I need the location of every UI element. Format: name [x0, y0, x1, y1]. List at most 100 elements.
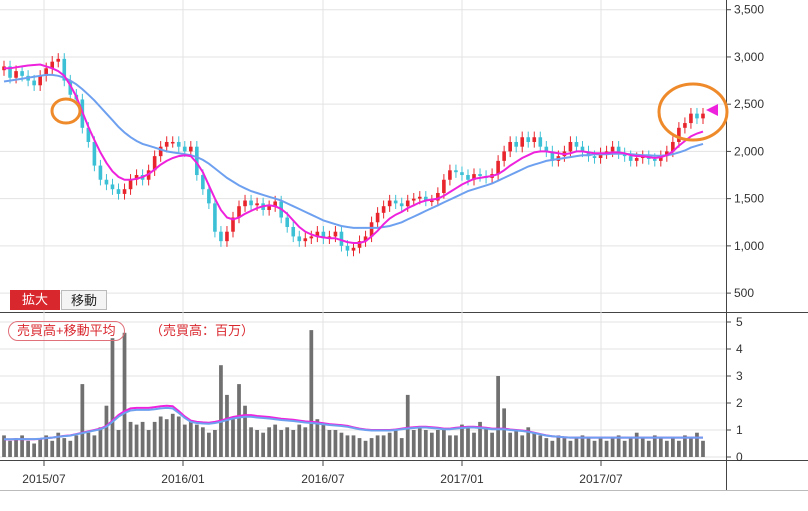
volume-bar — [405, 394, 410, 457]
candle-body — [466, 175, 470, 180]
volume-bar — [44, 435, 49, 457]
candle-body — [357, 241, 362, 248]
volume-bar — [20, 435, 24, 457]
volume-bar — [387, 432, 392, 457]
date-tick-label: 2016/01 — [161, 472, 205, 486]
candle-body — [56, 58, 61, 62]
zoom-button[interactable]: 拡大 — [10, 290, 60, 310]
price-moving-averages — [3, 63, 704, 244]
volume-bar — [442, 430, 446, 457]
volume-bar — [514, 430, 519, 457]
volume-ma-line — [4, 404, 703, 441]
candle-body — [436, 192, 440, 201]
volume-bar — [261, 432, 265, 457]
candle-body — [345, 245, 350, 251]
candle-body — [405, 200, 410, 207]
volume-tick-label: 4 — [736, 342, 743, 356]
volume-bar — [50, 440, 55, 457]
candle-body — [442, 179, 446, 193]
candle-body — [267, 206, 271, 210]
volume-bar — [158, 416, 163, 457]
volume-bar — [544, 438, 549, 457]
candle-body — [176, 141, 181, 147]
volume-bar — [291, 430, 296, 457]
volume-bar — [592, 440, 597, 457]
volume-bar — [26, 440, 30, 457]
highlight-circle-right — [657, 82, 729, 142]
volume-bar — [411, 430, 416, 457]
candle-body — [574, 141, 579, 147]
volume-bar — [375, 435, 380, 457]
volume-bar — [568, 440, 573, 457]
candle-body — [68, 80, 73, 95]
move-button[interactable]: 移動 — [61, 290, 107, 310]
volume-bar — [134, 424, 139, 457]
volume-bar — [689, 438, 693, 457]
volume-bar — [508, 432, 513, 457]
ma-long-line — [3, 73, 704, 229]
candle-body — [315, 231, 320, 237]
candle-body — [122, 189, 127, 194]
candle-body — [580, 146, 585, 152]
volume-bar — [225, 394, 229, 457]
candle-body — [496, 160, 500, 175]
volume-bar — [628, 438, 633, 457]
volume-bar — [502, 408, 507, 457]
volume-bar — [267, 427, 272, 457]
volume-bar — [164, 419, 169, 457]
volume-bar — [381, 435, 386, 457]
volume-bar — [170, 413, 175, 457]
candle-body — [544, 146, 549, 152]
volume-bar — [490, 432, 494, 457]
price-tick-label: 3,500 — [734, 3, 764, 17]
candle-body — [526, 137, 531, 142]
volume-bar — [683, 435, 687, 457]
candle-body — [255, 203, 259, 206]
volume-bar — [200, 427, 205, 457]
volume-bar — [610, 438, 615, 457]
candle-body — [243, 200, 247, 207]
price-tick-label: 2,000 — [734, 144, 764, 158]
candle-body — [152, 156, 157, 171]
volume-bar — [695, 432, 699, 457]
candle-body — [249, 200, 253, 206]
price-tick-label: 500 — [734, 286, 754, 300]
volume-bar — [182, 424, 187, 457]
volume-tick-label: 0 — [736, 450, 743, 464]
volume-bar — [357, 438, 362, 457]
volume-bar — [556, 435, 561, 457]
volume-bar — [122, 332, 127, 457]
candle-body — [424, 196, 428, 201]
volume-bar — [249, 427, 253, 457]
candle-body — [164, 141, 169, 147]
candle-body — [201, 175, 205, 190]
candle-body — [520, 137, 525, 147]
volume-bar — [634, 432, 639, 457]
candle-body — [369, 222, 374, 237]
price-tick-label: 1,500 — [734, 192, 764, 206]
volume-bars — [2, 330, 705, 457]
volume-bar — [315, 419, 320, 457]
volume-bar — [273, 424, 278, 457]
date-tick-label: 2015/07 — [22, 472, 66, 486]
candle-body — [291, 226, 296, 237]
volume-bar — [68, 440, 73, 457]
candle-body — [207, 189, 211, 204]
candle-body — [158, 146, 163, 157]
volume-bar — [496, 376, 500, 457]
volume-bar — [351, 435, 356, 457]
candle-body — [550, 151, 555, 161]
candle-body — [677, 127, 681, 142]
volume-bar — [237, 384, 241, 457]
candle-body — [652, 158, 657, 161]
candle-body — [381, 206, 386, 213]
candle-body — [628, 156, 633, 161]
price-axis: 500 1,000 1,500 2,000 2,500 3,000 3,500 — [726, 3, 764, 300]
volume-bar — [658, 438, 663, 457]
candle-body — [592, 156, 597, 159]
candle-body — [32, 80, 36, 86]
volume-bar — [104, 405, 109, 457]
candle-body — [273, 201, 277, 207]
volume-unit-note: （売買高：百万） — [150, 323, 255, 338]
